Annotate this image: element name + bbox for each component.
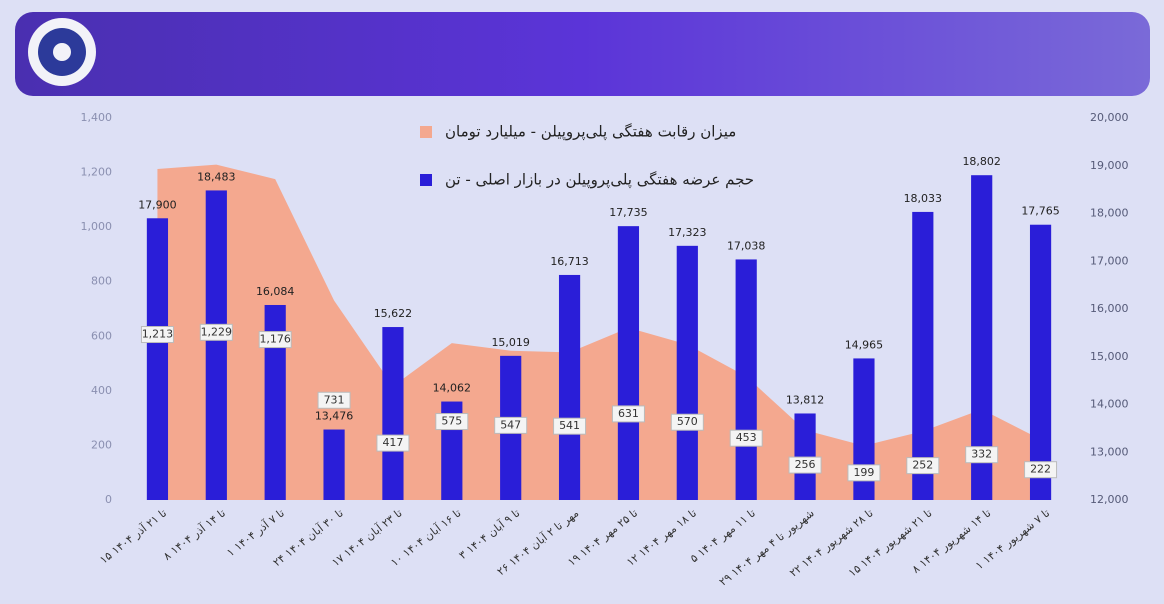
header-banner bbox=[15, 12, 1150, 96]
y-tick-label: 1,200 bbox=[81, 166, 113, 179]
area-label-box bbox=[847, 464, 881, 482]
y2-tick-label: 20,000 bbox=[1090, 111, 1129, 124]
area-value-label: 252 bbox=[912, 459, 933, 472]
area-label-box bbox=[317, 391, 351, 409]
y2-tick-label: 16,000 bbox=[1090, 302, 1129, 315]
area-label-box bbox=[906, 457, 940, 475]
y2-tick-label: 17,000 bbox=[1090, 254, 1129, 267]
legend-label: میزان رقابت هفتگی پلی‌پروپیلن - میلیارد … bbox=[445, 123, 736, 142]
area-label-box bbox=[670, 413, 704, 431]
area-label-box bbox=[1024, 461, 1058, 479]
y2-tick-label: 15,000 bbox=[1090, 350, 1129, 363]
area-label-box bbox=[788, 456, 822, 474]
bar-value-label: 13,476 bbox=[315, 410, 354, 423]
area-value-label: 1,213 bbox=[142, 328, 174, 341]
bar-value-label: 15,622 bbox=[374, 307, 413, 320]
y-tick-label: 1,400 bbox=[81, 111, 113, 124]
area-value-label: 417 bbox=[382, 436, 403, 449]
area-value-label: 570 bbox=[677, 415, 698, 428]
bar-value-label: 18,802 bbox=[962, 155, 1001, 168]
bar-value-label: 16,713 bbox=[550, 255, 589, 268]
y2-tick-label: 19,000 bbox=[1090, 159, 1129, 172]
bar bbox=[912, 211, 934, 500]
bar-value-label: 13,812 bbox=[786, 393, 825, 406]
area-label-box bbox=[729, 429, 763, 447]
bar bbox=[558, 274, 581, 500]
y-tick-label: 600 bbox=[91, 329, 112, 342]
y2-tick-label: 13,000 bbox=[1090, 445, 1129, 458]
bar bbox=[676, 245, 698, 500]
bar bbox=[382, 327, 404, 500]
bar-value-label: 14,062 bbox=[433, 382, 472, 395]
area-value-label: 453 bbox=[736, 431, 757, 444]
legend-swatch bbox=[420, 174, 432, 186]
bar bbox=[735, 259, 757, 500]
bar bbox=[264, 304, 286, 500]
area-value-label: 547 bbox=[500, 418, 521, 431]
bar-value-label: 18,033 bbox=[904, 192, 943, 205]
y2-tick-label: 14,000 bbox=[1090, 398, 1129, 411]
area-value-label: 199 bbox=[853, 466, 874, 479]
area-value-label: 731 bbox=[324, 393, 345, 406]
area-value-label: 631 bbox=[618, 407, 639, 420]
area-label-box bbox=[494, 416, 528, 434]
bar-value-label: 17,765 bbox=[1021, 205, 1060, 218]
area-value-label: 575 bbox=[441, 415, 462, 428]
area-label-box bbox=[965, 446, 999, 464]
area-value-label: 222 bbox=[1030, 463, 1051, 476]
bar-value-label: 14,965 bbox=[845, 338, 884, 351]
area-label-box bbox=[553, 417, 587, 435]
y-tick-label: 200 bbox=[91, 438, 112, 451]
bar-value-label: 17,038 bbox=[727, 239, 766, 252]
area-label-box bbox=[435, 413, 469, 431]
y-tick-label: 0 bbox=[105, 493, 112, 506]
y-tick-label: 400 bbox=[91, 384, 112, 397]
area-value-label: 332 bbox=[971, 448, 992, 461]
area-label-box bbox=[199, 323, 233, 341]
area-label-box bbox=[258, 331, 292, 349]
bar bbox=[1029, 224, 1052, 500]
area-value-label: 541 bbox=[559, 419, 580, 432]
area-value-label: 256 bbox=[795, 458, 816, 471]
area bbox=[157, 164, 1041, 500]
legend-swatch bbox=[420, 126, 432, 138]
bar-value-label: 17,900 bbox=[138, 198, 177, 211]
area-label-box bbox=[140, 326, 174, 344]
bar bbox=[323, 429, 345, 500]
bar bbox=[146, 218, 169, 500]
area-label-box bbox=[376, 434, 410, 452]
y2-tick-label: 12,000 bbox=[1090, 493, 1129, 506]
area-label-box bbox=[611, 405, 645, 423]
y-tick-label: 1,000 bbox=[81, 220, 113, 233]
bar-value-label: 15,019 bbox=[491, 336, 530, 349]
bar-value-label: 16,084 bbox=[256, 285, 295, 298]
logo-center bbox=[53, 43, 71, 61]
bar bbox=[617, 226, 640, 500]
bar bbox=[971, 175, 993, 500]
y-tick-label: 800 bbox=[91, 275, 112, 288]
bar-value-label: 17,735 bbox=[609, 206, 648, 219]
legend-label: حجم عرضه هفتگی پلی‌پروپیلن در بازار اصلی… bbox=[445, 171, 754, 190]
bar-value-label: 17,323 bbox=[668, 226, 707, 239]
y2-tick-label: 18,000 bbox=[1090, 207, 1129, 220]
bar-value-label: 18,483 bbox=[197, 170, 236, 183]
area-value-label: 1,176 bbox=[259, 333, 291, 346]
bar bbox=[205, 190, 227, 500]
area-value-label: 1,229 bbox=[201, 325, 233, 338]
